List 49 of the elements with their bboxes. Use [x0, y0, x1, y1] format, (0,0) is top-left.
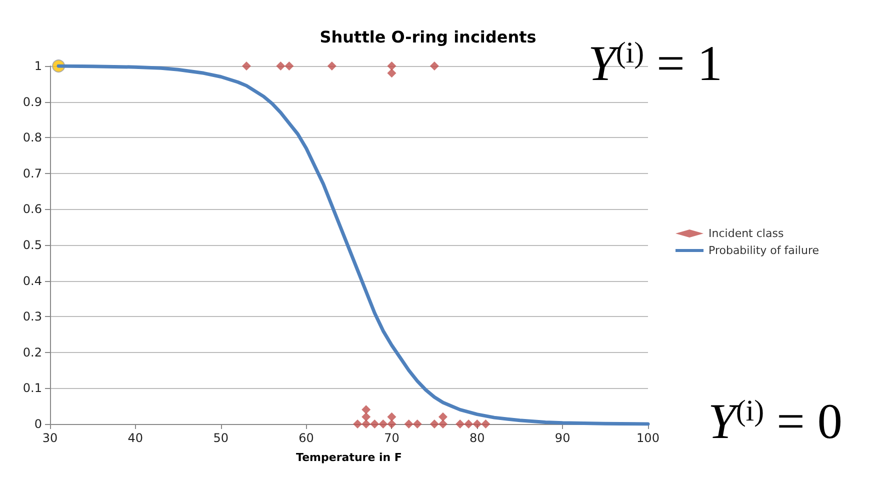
annotation: Y$^{(i)}$ = 1	[588, 35, 722, 91]
y-tick-label: 0.1	[22, 381, 42, 396]
point	[362, 420, 371, 428]
point	[276, 62, 286, 70]
x-tick-label: 70	[384, 431, 400, 445]
y-tick-label: 0.5	[22, 238, 42, 252]
point	[327, 62, 336, 70]
y-tick-label: 0.6	[22, 202, 42, 216]
x-tick-label: 40	[128, 431, 144, 445]
point	[430, 420, 439, 428]
point	[438, 420, 448, 428]
point	[378, 420, 388, 428]
x-tick-label: 80	[470, 431, 485, 445]
point	[464, 420, 474, 428]
point	[430, 62, 439, 70]
text: Y$^{(i)}$ = 0	[708, 393, 842, 449]
y-tick-label: 0.2	[22, 345, 42, 360]
point	[438, 412, 448, 422]
y-tick-label: 0.3	[22, 310, 42, 324]
point	[387, 420, 396, 428]
y-tick-label: 0.8	[22, 130, 42, 145]
point	[404, 420, 414, 428]
chart-title: Shuttle O-ring incidents	[320, 28, 536, 46]
legend-label: Incident class	[708, 227, 784, 240]
y-tick-label: 0.9	[22, 94, 42, 109]
point	[370, 420, 380, 428]
point	[242, 62, 251, 70]
x-tick-label: 30	[42, 431, 58, 445]
point	[387, 62, 396, 70]
y-tick-label: 0.4	[22, 274, 42, 288]
x-axis-title: Temperature in F	[296, 451, 402, 464]
legend-label: Probability of failure	[708, 244, 820, 257]
point	[481, 420, 490, 428]
x-tick-label: 100	[636, 431, 660, 445]
y-tick-label: 0.7	[22, 166, 42, 180]
x-tick-label: 60	[298, 431, 314, 445]
point	[362, 405, 371, 414]
point	[472, 420, 482, 428]
y-tick-label: 0	[34, 417, 42, 431]
x-tick-label: 90	[554, 431, 570, 445]
point	[456, 420, 465, 428]
point	[412, 420, 422, 428]
y-tick-label: 1	[34, 59, 42, 73]
point	[362, 412, 371, 422]
point	[353, 420, 362, 428]
point	[284, 62, 294, 70]
x-tick-label: 50	[213, 431, 228, 445]
point	[387, 412, 396, 422]
point	[387, 68, 396, 78]
